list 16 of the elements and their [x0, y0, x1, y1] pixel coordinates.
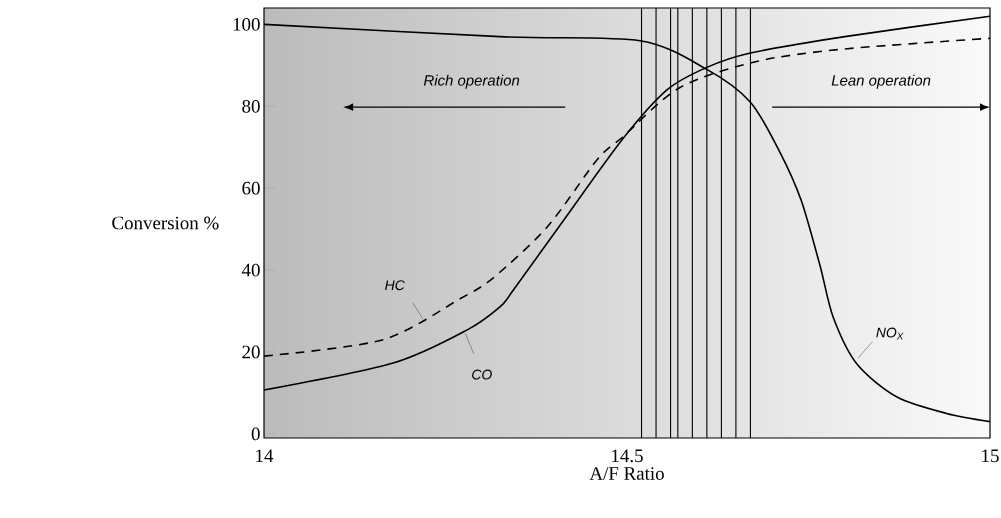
x-tick-label: 14	[256, 449, 274, 463]
y-tick-label: 100	[233, 18, 260, 31]
annotation: Lean operation	[831, 74, 931, 89]
x-tick-label: 15	[982, 449, 999, 463]
x-axis-title: A/F Ratio	[589, 467, 664, 480]
y-tick-label: 20	[242, 345, 260, 359]
y-tick-label: 40	[241, 263, 260, 277]
y-tick-label: 0	[251, 427, 260, 441]
y-axis-title: Conversion %	[112, 216, 219, 230]
text: CO	[472, 369, 492, 380]
y-tick-label: 60	[242, 181, 260, 195]
text: HC	[385, 280, 405, 291]
x-tick-label: 14.5	[612, 449, 643, 463]
annotation: Rich operation	[423, 74, 520, 89]
y-tick-label: 80	[242, 99, 260, 113]
text: NO$_{X}$	[876, 327, 904, 340]
